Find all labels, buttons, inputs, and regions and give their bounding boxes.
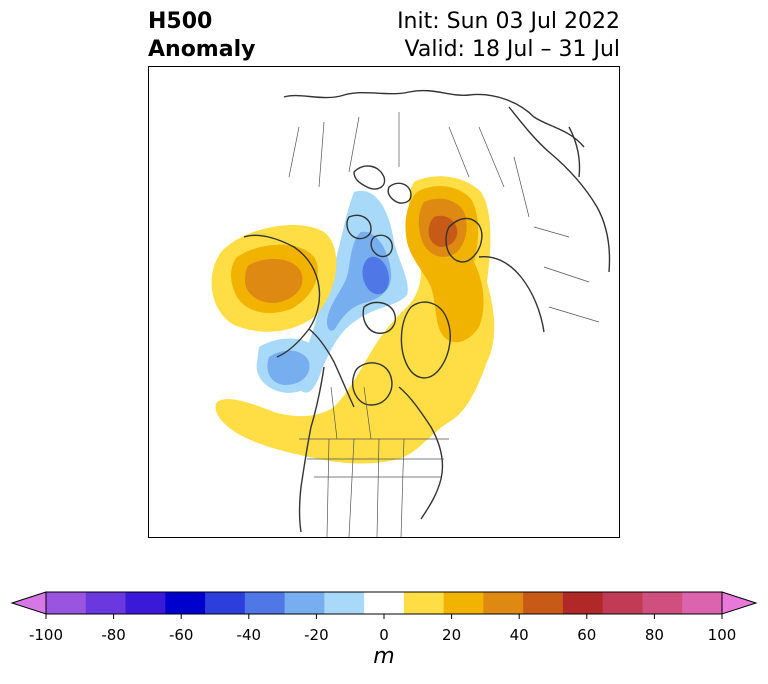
colorbar-tick-label: 60 (577, 626, 596, 644)
date-info: Init: Sun 03 Jul 2022 Valid: 18 Jul – 31… (397, 8, 620, 64)
coastlines (243, 89, 611, 533)
colorbar-segment (165, 592, 206, 614)
colorbar-tick-label: -60 (169, 626, 194, 644)
anomaly-field (211, 176, 495, 464)
valid-period: Valid: 18 Jul – 31 Jul (404, 37, 620, 62)
colorbar-segment (284, 592, 325, 614)
colorbar-segment (682, 592, 723, 614)
colorbar-tick-label: 80 (645, 626, 664, 644)
title-line-1: H500 (148, 9, 213, 34)
negative-anomaly-medium-west (267, 350, 310, 385)
colorbar-segment (125, 592, 166, 614)
colorbar-segment (364, 592, 405, 614)
positive-anomaly-west-strong (245, 258, 303, 303)
colorbar-tick-label: -20 (304, 626, 329, 644)
colorbar-segment (523, 592, 564, 614)
colorbar-segment (205, 592, 246, 614)
init-date: Init: Sun 03 Jul 2022 (397, 9, 620, 34)
negative-anomaly-strong (362, 256, 389, 295)
colorbar-segment (443, 592, 484, 614)
colorbar-unit-label: m (373, 644, 395, 669)
colorbar-segment (483, 592, 524, 614)
map-title: H500 Anomaly (148, 8, 255, 64)
colorbar-tick-label: -80 (101, 626, 126, 644)
anomaly-map (148, 66, 620, 538)
colorbar-segments (45, 591, 723, 615)
colorbar-tick-label: 20 (442, 626, 461, 644)
colorbar-segment (324, 592, 365, 614)
political-borders (288, 112, 600, 537)
colorbar-segment (244, 592, 286, 614)
colorbar-tick-label: 40 (510, 626, 529, 644)
positive-anomaly-east-core (428, 215, 458, 247)
colorbar-high-extend-arrow (721, 591, 758, 615)
colorbar-segment (562, 592, 604, 614)
negative-anomaly-medium (326, 231, 392, 331)
colorbar-segment (642, 592, 683, 614)
colorbar-tick-label: -100 (29, 626, 63, 644)
colorbar: -100 -80 -60 -40 -20 0 20 40 60 80 100 (10, 591, 758, 644)
colorbar-tick-label: 100 (708, 626, 737, 644)
colorbar-tick-label: 0 (379, 626, 389, 644)
colorbar-tick-label: -40 (237, 626, 262, 644)
colorbar-low-extend-arrow (10, 591, 47, 615)
colorbar-segment (403, 592, 445, 614)
colorbar-ticks: -100 -80 -60 -40 -20 0 20 40 60 80 100 (29, 614, 736, 644)
colorbar-segment (602, 592, 643, 614)
title-line-2: Anomaly (148, 37, 256, 62)
colorbar-segment (46, 592, 87, 614)
colorbar-segment (85, 592, 127, 614)
